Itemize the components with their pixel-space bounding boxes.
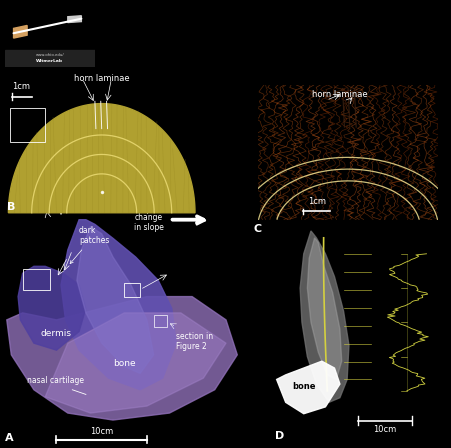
Polygon shape: [77, 227, 153, 374]
Text: bone: bone: [291, 382, 315, 391]
Text: 10cm: 10cm: [90, 427, 113, 436]
Text: dermis: dermis: [41, 329, 72, 338]
Polygon shape: [299, 231, 348, 402]
Bar: [10, 108, 45, 142]
Text: 1cm: 1cm: [12, 82, 30, 91]
Polygon shape: [61, 220, 176, 390]
Text: C: C: [253, 224, 261, 234]
Polygon shape: [45, 313, 226, 413]
Text: www.ohio.edu/: www.ohio.edu/: [35, 52, 64, 56]
Polygon shape: [7, 297, 237, 420]
Text: bone: bone: [113, 359, 135, 368]
Polygon shape: [9, 103, 194, 213]
Polygon shape: [18, 266, 86, 350]
Bar: [124, 283, 140, 297]
Text: section in
Figure 2: section in Figure 2: [176, 332, 213, 351]
Text: dark
patches: dark patches: [70, 226, 109, 263]
Text: horn laminae: horn laminae: [74, 74, 129, 83]
Text: nasal cartilage: nasal cartilage: [27, 376, 84, 385]
Bar: [23, 269, 50, 289]
Text: 10cm: 10cm: [373, 425, 396, 434]
Text: D: D: [274, 431, 283, 441]
Bar: [153, 315, 167, 327]
Text: A: A: [5, 433, 13, 443]
Polygon shape: [68, 16, 81, 22]
Polygon shape: [276, 361, 339, 414]
Bar: [5, 50, 95, 67]
Text: B: B: [7, 202, 16, 212]
Text: change
in slope: change in slope: [126, 194, 156, 214]
Text: horn laminae: horn laminae: [311, 90, 367, 99]
Polygon shape: [307, 238, 341, 379]
Text: 1cm: 1cm: [308, 197, 326, 206]
Polygon shape: [14, 26, 27, 38]
Text: change
in slope: change in slope: [134, 213, 164, 232]
Text: WitmerLab: WitmerLab: [36, 60, 63, 63]
